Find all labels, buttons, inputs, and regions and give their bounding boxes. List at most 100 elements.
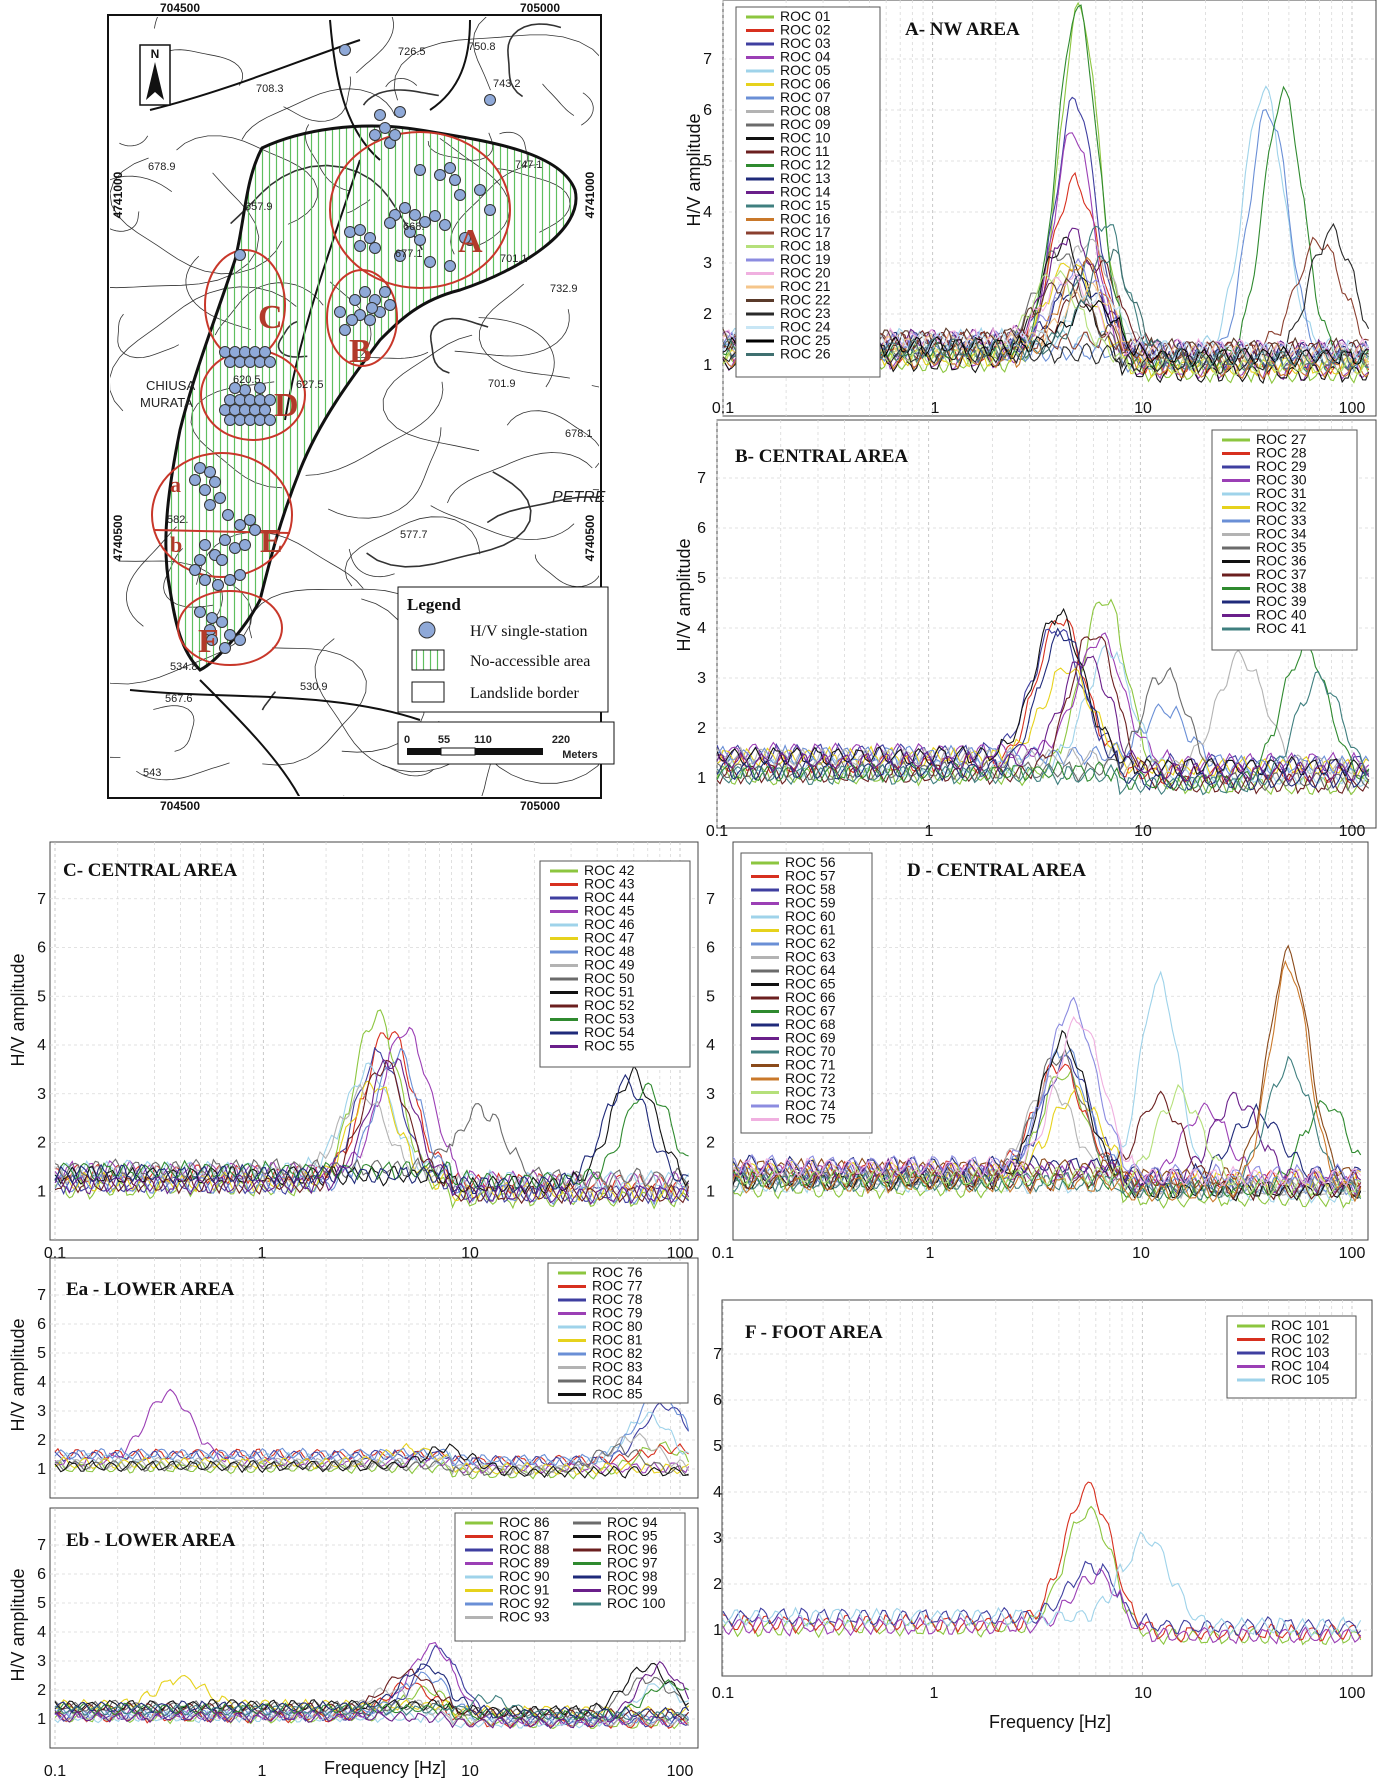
- contour-line: [117, 313, 179, 359]
- y-tick-label: 5: [37, 1345, 46, 1362]
- series-line-roc-46: [54, 1062, 690, 1191]
- place-petre: PETRE: [552, 489, 606, 506]
- legend-label: ROC 95: [607, 1528, 658, 1544]
- legend-label: ROC 81: [592, 1332, 643, 1348]
- chart-panel-1: 1 2 3 4 5 6 7 0.1 1 10 100 H/V amplitude B- CENTRAL …: [674, 419, 1377, 840]
- elevation-label: 567.6: [165, 693, 193, 705]
- hv-station-marker: [379, 122, 391, 134]
- no-accessible-area: [165, 126, 577, 671]
- legend-label: ROC 60: [785, 908, 836, 924]
- legend-label: ROC 49: [584, 957, 635, 973]
- y-tick-label: 1: [703, 357, 712, 374]
- hv-station-marker: [424, 256, 436, 268]
- hv-station-marker: [394, 106, 406, 118]
- elevation-label: 743.2: [493, 78, 521, 90]
- contour-line: [153, 705, 195, 752]
- legend-label: ROC 29: [1256, 458, 1307, 474]
- y-tick-label: 3: [713, 1530, 722, 1547]
- zone-label-a-small: a: [170, 472, 181, 497]
- hv-station-marker: [219, 642, 231, 654]
- series-group: [54, 1641, 690, 1730]
- coord-bottom-2: 705000: [520, 799, 560, 813]
- legend-label: ROC 50: [584, 970, 635, 986]
- legend-label: ROC 56: [785, 854, 836, 870]
- map-legend-noaccess: No-accessible area: [470, 653, 590, 670]
- hv-stations: [189, 44, 496, 654]
- legend-label: ROC 36: [1256, 553, 1307, 569]
- y-tick-label: 5: [37, 1595, 46, 1612]
- contour-line: [305, 381, 444, 476]
- hv-station-marker: [449, 174, 461, 186]
- legend-label: ROC 23: [780, 305, 831, 321]
- x-tick-label: 0.1: [44, 1763, 66, 1778]
- x-tick-label: 1: [258, 1245, 267, 1262]
- y-tick-label: 2: [703, 306, 712, 323]
- contour-line: [506, 410, 599, 468]
- hv-station-marker: [254, 414, 266, 426]
- contour-line: [382, 764, 434, 777]
- x-tick-label: 10: [461, 1763, 479, 1778]
- series-line-roc-52: [54, 1059, 690, 1205]
- y-tick-label: 5: [706, 988, 715, 1005]
- y-tick-label: 1: [713, 1622, 722, 1639]
- legend-label: ROC 72: [785, 1070, 836, 1086]
- hv-station-marker: [349, 294, 361, 306]
- hv-station-marker: [239, 384, 251, 396]
- coord-right-1: 4741000: [583, 171, 597, 218]
- scale-tick-220: 220: [552, 734, 570, 746]
- legend-label: ROC 76: [592, 1264, 643, 1280]
- elevation-label: 701.1: [500, 253, 528, 265]
- zone-label-d: D: [274, 387, 299, 424]
- contour-line: [580, 92, 594, 126]
- legend-label: ROC 33: [1256, 512, 1307, 528]
- y-tick-label: 4: [713, 1484, 722, 1501]
- zone-e-outline: [151, 452, 293, 578]
- legend-label: ROC 94: [607, 1514, 658, 1530]
- x-axis-label: Frequency [Hz]: [989, 1712, 1111, 1732]
- series-line-roc-85: [54, 1443, 689, 1479]
- hv-station-marker: [409, 209, 421, 221]
- elevation-label: 708.3: [256, 83, 284, 95]
- hatch-swatch: [411, 649, 445, 671]
- legend-label: ROC 73: [785, 1084, 836, 1100]
- hv-station-marker: [339, 44, 351, 56]
- legend-label: ROC 58: [785, 881, 836, 897]
- contour-line: [478, 283, 570, 379]
- legend-label: ROC 52: [584, 997, 635, 1013]
- y-tick-label: 3: [37, 1086, 46, 1103]
- legend-label: ROC 104: [1271, 1358, 1330, 1374]
- contour-line: [382, 334, 480, 452]
- hv-station-marker: [239, 539, 251, 551]
- series-line-roc-62: [733, 1048, 1362, 1196]
- hv-station-marker: [244, 394, 256, 406]
- station-marker-icon: [418, 621, 436, 639]
- hv-station-marker: [389, 129, 401, 141]
- legend-label: ROC 101: [1271, 1317, 1330, 1333]
- hv-station-marker: [224, 356, 236, 368]
- series-line-roc-84: [55, 1442, 689, 1477]
- legend-label: ROC 30: [1256, 472, 1307, 488]
- zone-label-a: A: [458, 223, 483, 260]
- legend-label: ROC 37: [1256, 566, 1307, 582]
- series-line-roc-105: [722, 1531, 1362, 1637]
- x-tick-label: 100: [1339, 1245, 1366, 1262]
- contour-line: [356, 17, 394, 74]
- hv-station-marker: [404, 226, 416, 238]
- hv-station-marker: [234, 414, 246, 426]
- hv-station-marker: [339, 324, 351, 336]
- hv-station-marker: [249, 524, 261, 536]
- series-line-roc-78: [54, 1401, 690, 1468]
- road-line: [199, 679, 301, 796]
- series-line-roc-38: [717, 638, 1370, 791]
- y-tick-label: 5: [697, 570, 706, 587]
- legend-label: ROC 06: [780, 76, 831, 92]
- legend-label: ROC 91: [499, 1582, 550, 1598]
- x-tick-label: 10: [1134, 1685, 1152, 1702]
- elevation-label: 747.1: [515, 159, 543, 171]
- elevation-label: 678.1: [565, 428, 593, 440]
- series-group: [722, 1481, 1362, 1646]
- y-tick-label: 3: [697, 670, 706, 687]
